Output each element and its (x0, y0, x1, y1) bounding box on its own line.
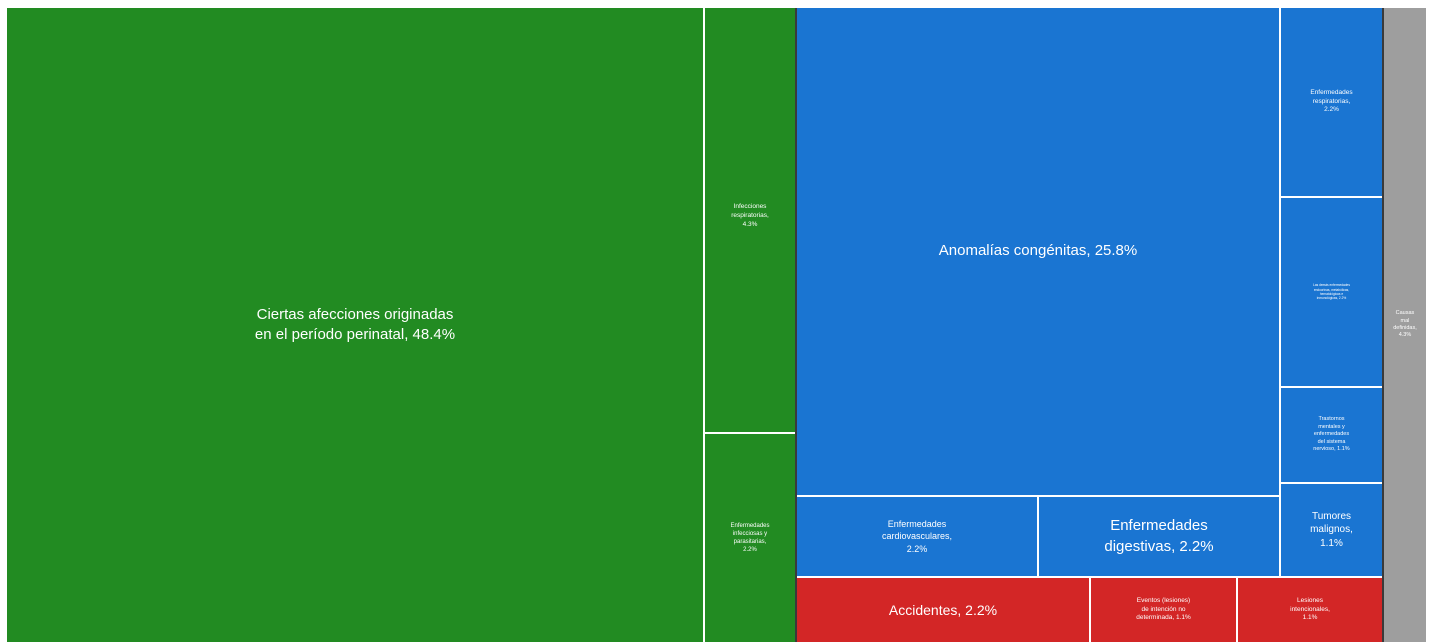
treemap-label-cardio: Enfermedades cardiovasculares, 2.2% (874, 518, 960, 554)
treemap-label-line: hematológicas e (1319, 292, 1344, 296)
treemap-label-line: 4.3% (742, 220, 758, 228)
treemap-label-endocrinas: Las demás enfermedades endocrinas, metabó… (1305, 283, 1358, 300)
treemap-label-line: Tumores (1311, 510, 1352, 522)
treemap-tile-eventos[interactable]: Eventos (lesiones) de intención no determi… (1089, 576, 1236, 642)
treemap-tile-cardio[interactable]: Enfermedades cardiovasculares, 2.2% (797, 495, 1037, 576)
treemap-label-line: 2.2% (906, 543, 928, 554)
treemap-label-line: Enfermedades (730, 522, 770, 529)
treemap-label-line: mentales y (1318, 423, 1345, 430)
treemap-tile-accidentes[interactable]: Accidentes, 2.2% (797, 576, 1089, 642)
treemap-label-infecciosas: Enfermedades infecciosas y parasitarias, 2.… (722, 522, 777, 554)
treemap-label-line: nervioso, 1.1% (1313, 446, 1350, 453)
treemap-label-lesiones: Lesiones intencionales, 1.1% (1282, 597, 1338, 623)
treemap-tile-resp-inf[interactable]: Infecciones respiratorias, 4.3% (703, 8, 795, 432)
treemap-tile-resp-enf[interactable]: Enfermedades respiratorias, 2.2% (1279, 8, 1382, 196)
treemap-label-line: Infecciones (733, 203, 767, 210)
treemap-label-line: 2.2% (743, 547, 757, 554)
treemap-tile-infecciosas[interactable]: Enfermedades infecciosas y parasitarias, 2.… (703, 432, 795, 642)
treemap-label-line: Enfermedades (1310, 88, 1353, 96)
treemap-label-line: Anomalías congénitas, 25.8% (938, 242, 1138, 260)
treemap-label-line: Eventos (lesiones) (1136, 596, 1191, 604)
treemap-label-line: cardiovasculares, (881, 531, 953, 542)
treemap-label-resp-inf: Infecciones respiratorias, 4.3% (723, 203, 777, 229)
treemap-label-line: 1.1% (1302, 614, 1318, 622)
treemap-label-line: de intención no (1141, 605, 1186, 613)
treemap-label-line: malignos, (1310, 524, 1353, 536)
treemap-label-line: parasitarias, (733, 539, 767, 545)
treemap-label-line: Enfermedades (887, 519, 947, 530)
treemap-tile-mentales[interactable]: Trastornos mentales y enfermedades del sist… (1279, 386, 1382, 482)
treemap-label-line: Accidentes, 2.2% (888, 601, 998, 618)
treemap-label-line: Ciertas afecciones originadas (256, 305, 454, 323)
treemap-label-line: 4.3% (1398, 332, 1412, 339)
treemap-label-anomalias: Anomalías congénitas, 25.8% (931, 241, 1145, 261)
treemap-label-resp-enf: Enfermedades respiratorias, 2.2% (1302, 89, 1360, 115)
treemap-label-line: en el período perinatal, 48.4% (254, 326, 456, 343)
treemap-label-line: Lesiones (1296, 596, 1324, 604)
treemap-tile-perinatal[interactable]: Ciertas afecciones originadas en el perío… (7, 8, 703, 642)
treemap-tile-endocrinas[interactable]: Las demás enfermedades endocrinas, metabó… (1279, 196, 1382, 386)
treemap-label-perinatal: Ciertas afecciones originadas en el perío… (247, 305, 463, 346)
treemap-label-eventos: Eventos (lesiones) de intención no determi… (1128, 597, 1199, 623)
treemap-label-line: Enfermedades (1110, 517, 1208, 535)
treemap-label-line: 2.2% (1324, 106, 1339, 114)
treemap-tile-digestivas[interactable]: Enfermedades digestivas, 2.2% (1037, 495, 1279, 576)
treemap-label-line: Trastornos (1318, 416, 1345, 423)
treemap-label-line: endocrinas, metabólicas, (1313, 287, 1350, 292)
treemap-label-line: Las demás enfermedades (1313, 283, 1350, 288)
treemap-label-line: determinada, 1.1% (1136, 614, 1191, 622)
treemap-tile-anomalias[interactable]: Anomalías congénitas, 25.8% (797, 8, 1279, 495)
treemap-label-tumores: Tumores malignos, 1.1% (1302, 510, 1361, 551)
treemap-label-line: del sistema (1317, 438, 1346, 445)
treemap-label-mentales: Trastornos mentales y enfermedades del sist… (1305, 416, 1357, 453)
treemap: Ciertas afecciones originadas en el perío… (7, 8, 1426, 642)
treemap-label-line: Causas (1395, 310, 1415, 317)
treemap-label-mal-definidas: Causas mal definidas, 4.3% (1385, 310, 1425, 340)
treemap-label-line: definidas, (1393, 325, 1417, 331)
treemap-label-line: infecciosas y (732, 530, 768, 537)
treemap-label-line: digestivas, 2.2% (1104, 537, 1214, 555)
treemap-tile-lesiones[interactable]: Lesiones intencionales, 1.1% (1236, 576, 1382, 642)
treemap-tile-mal-definidas[interactable]: Causas mal definidas, 4.3% (1384, 8, 1426, 642)
treemap-label-line: respiratorias, (1312, 97, 1351, 105)
treemap-label-digestivas: Enfermedades digestivas, 2.2% (1096, 516, 1221, 557)
treemap-label-line: inmunológicas, 2.2% (1316, 296, 1347, 301)
treemap-tile-tumores[interactable]: Tumores malignos, 1.1% (1279, 482, 1382, 576)
treemap-label-accidentes: Accidentes, 2.2% (881, 601, 1005, 620)
treemap-label-line: mal (1400, 317, 1410, 324)
treemap-label-line: intencionales, (1290, 605, 1330, 613)
treemap-label-line: 1.1% (1320, 537, 1343, 549)
treemap-label-line: respiratorias, (731, 211, 769, 219)
treemap-label-line: enfermedades (1313, 431, 1350, 438)
